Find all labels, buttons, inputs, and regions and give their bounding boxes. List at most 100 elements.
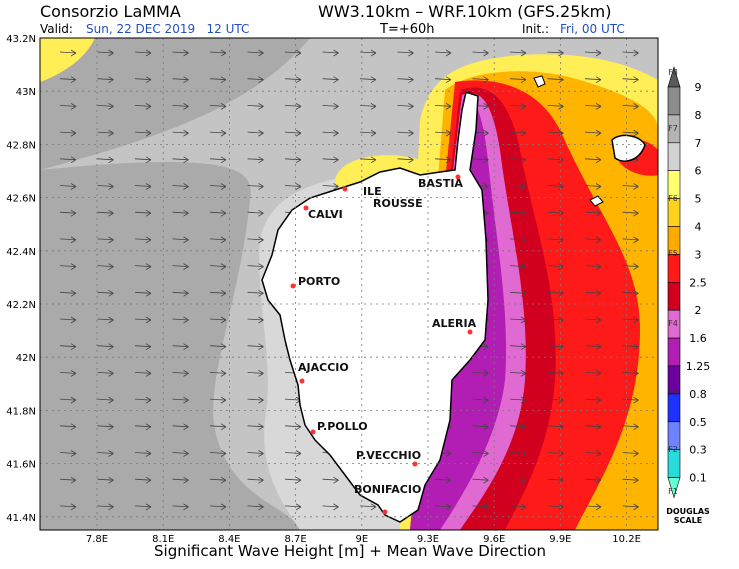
lat-tick-label: 43N <box>16 87 36 98</box>
arrow <box>622 263 639 270</box>
arrow <box>434 103 452 110</box>
arrow <box>584 263 602 270</box>
colorbar-label: 0.1 <box>689 472 707 485</box>
arrow <box>134 396 152 404</box>
map-caption: Significant Wave Height [m] + Mean Wave … <box>154 542 546 560</box>
arrow <box>172 396 189 404</box>
arrow <box>59 370 77 377</box>
arrow <box>434 129 452 137</box>
arrow <box>622 289 639 297</box>
city-label: BASTIA <box>418 177 463 190</box>
arrow <box>247 370 264 377</box>
arrow <box>209 370 227 377</box>
colorbar-label: 3 <box>695 248 702 261</box>
arrow <box>584 183 602 190</box>
arrow <box>209 103 227 110</box>
arrow <box>359 103 377 110</box>
arrow <box>584 450 602 457</box>
city-label: P.POLLO <box>317 420 368 433</box>
city-dot <box>299 378 305 384</box>
arrow <box>247 209 264 217</box>
arrow <box>547 476 564 484</box>
colorbar-label: 5 <box>695 193 702 206</box>
lon-tick-label: 8.7E <box>284 534 306 545</box>
arrow <box>172 316 189 324</box>
arrow <box>434 503 452 511</box>
douglas-title: DOUGLAS <box>666 507 710 516</box>
valid-label: Valid: <box>40 22 73 36</box>
colorbar-label: 9 <box>695 81 702 94</box>
arrow <box>134 450 152 457</box>
arrow <box>284 476 302 484</box>
direction-arrows <box>59 49 639 511</box>
small-islands <box>533 75 604 207</box>
arrow <box>209 263 227 270</box>
arrow <box>584 103 602 110</box>
arrow <box>509 370 527 377</box>
arrow <box>247 503 264 511</box>
arrow <box>622 476 639 484</box>
arrow <box>209 423 227 431</box>
arrow <box>209 289 227 297</box>
arrow <box>509 289 527 297</box>
colorbar-segment <box>667 86 681 116</box>
arrow <box>209 49 227 57</box>
lon-tick-label: 9.9E <box>549 534 571 545</box>
arrow <box>509 209 527 217</box>
arrow <box>247 423 264 431</box>
arrow <box>97 76 114 84</box>
arrow <box>247 396 264 404</box>
lat-tick-label: 42.4N <box>6 247 36 258</box>
arrow <box>547 49 564 57</box>
arrow <box>509 316 527 324</box>
lat-tick-label: 43.2N <box>6 34 36 45</box>
arrow <box>172 423 189 431</box>
arrow <box>584 423 602 431</box>
arrow <box>584 396 602 404</box>
arrow <box>134 503 152 511</box>
arrow <box>247 129 264 137</box>
colorbar-segment <box>667 142 681 172</box>
arrow <box>134 76 152 84</box>
arrow <box>172 183 189 190</box>
arrow <box>584 209 602 217</box>
city-label: BONIFACIO <box>354 483 421 496</box>
colorbar-label: 1.25 <box>686 360 711 373</box>
arrow <box>584 76 602 84</box>
arrow <box>134 316 152 324</box>
arrow <box>134 343 152 351</box>
arrow <box>584 343 602 351</box>
arrow <box>547 503 564 511</box>
colorbar-segment <box>667 337 681 367</box>
arrow <box>134 156 152 164</box>
lat-tick-label: 42.8N <box>6 140 36 151</box>
arrow <box>322 49 339 57</box>
arrow <box>509 156 527 164</box>
arrow <box>622 450 639 457</box>
arrow <box>172 236 189 244</box>
city-label: PORTO <box>298 275 340 288</box>
arrow <box>97 423 114 431</box>
arrow <box>622 209 639 217</box>
arrow <box>209 209 227 217</box>
lat-tick-label: 41.4N <box>6 513 36 524</box>
arrow <box>547 129 564 137</box>
douglas-label: F7 <box>668 124 678 133</box>
arrow <box>322 76 339 84</box>
arrow <box>284 503 302 511</box>
arrow <box>97 156 114 164</box>
arrow <box>472 49 489 57</box>
arrow <box>622 316 639 324</box>
arrow <box>547 370 564 377</box>
arrow <box>247 289 264 297</box>
arrow <box>547 343 564 351</box>
arrow <box>622 396 639 404</box>
arrow <box>584 503 602 511</box>
arrow <box>509 396 527 404</box>
arrow <box>622 423 639 431</box>
arrow <box>247 103 264 110</box>
douglas-title: SCALE <box>674 516 702 525</box>
arrow <box>209 129 227 137</box>
arrow <box>509 236 527 244</box>
arrow <box>134 263 152 270</box>
